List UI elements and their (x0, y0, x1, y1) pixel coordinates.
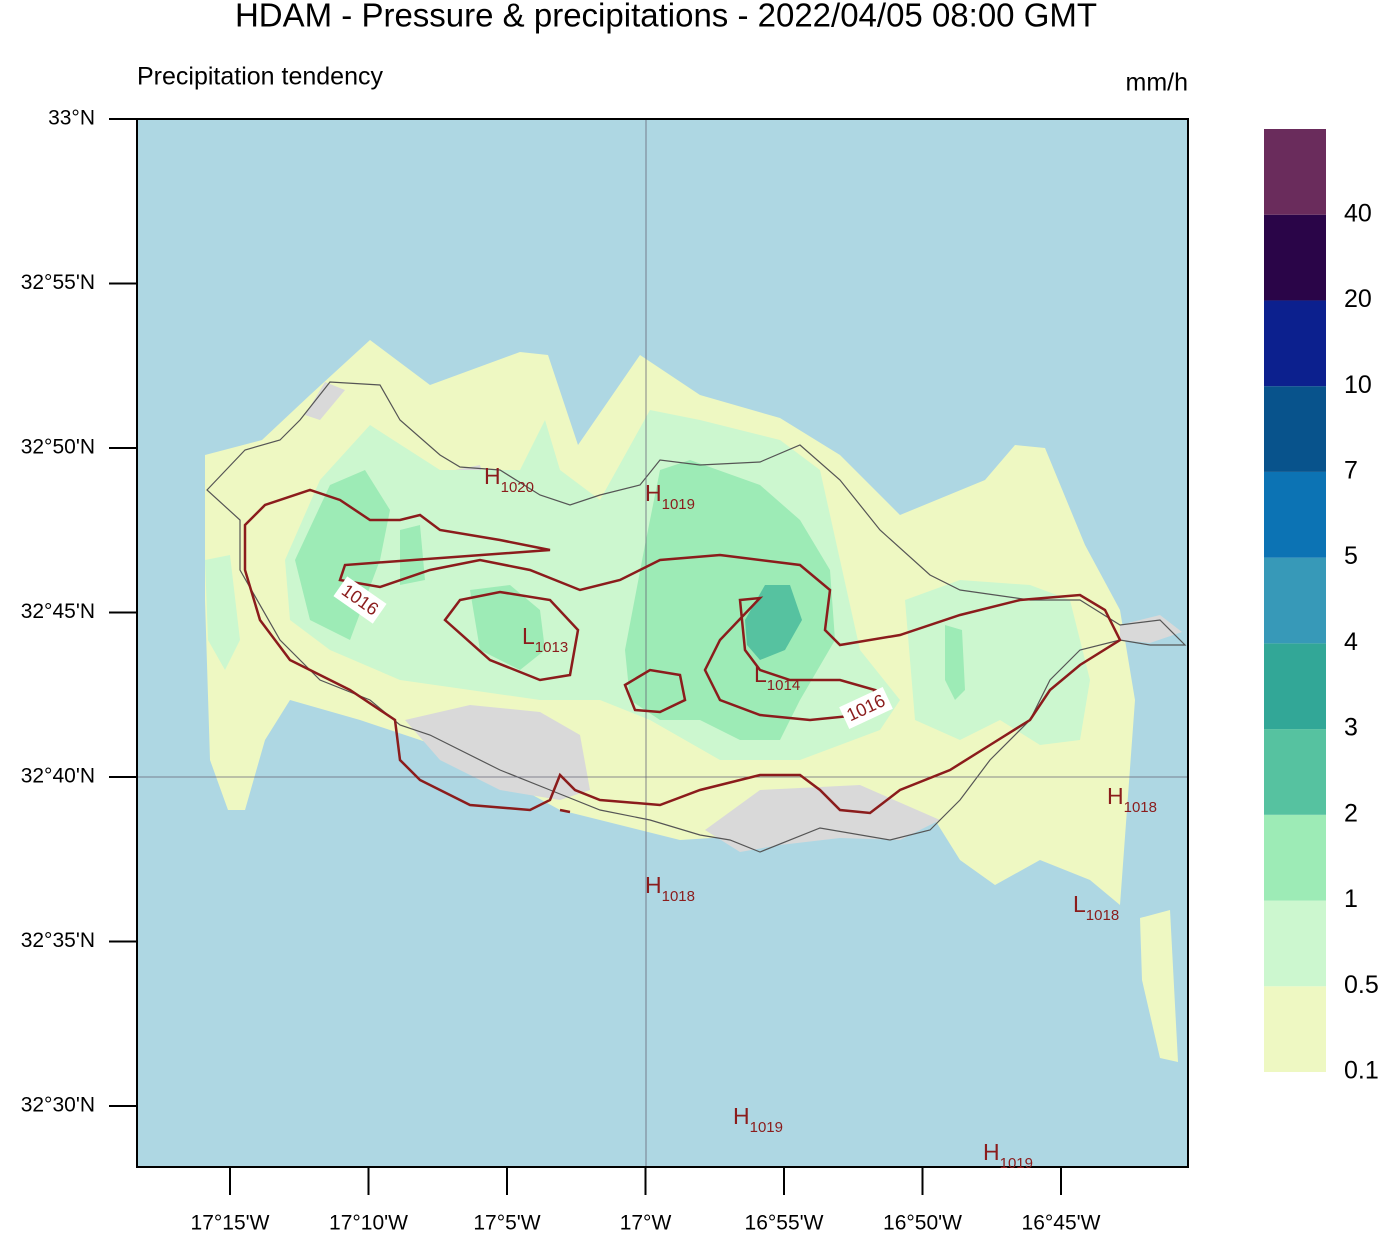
colorbar-swatch (1264, 386, 1326, 472)
pressure-value: 1018 (1086, 907, 1119, 924)
colorbar-label: 0.5 (1344, 971, 1379, 999)
map-frame (136, 118, 1189, 1168)
y-tick-label: 32°50'N (21, 436, 95, 459)
pressure-letter: H (1107, 783, 1124, 809)
precip-area (205, 555, 240, 670)
pressure-letter: L (522, 623, 535, 649)
y-tick-label: 32°40'N (21, 765, 95, 788)
y-tick-label: 32°45'N (21, 600, 95, 623)
pressure-center: H1019 (645, 480, 695, 513)
colorbar-label: 40 (1344, 199, 1372, 227)
x-tick-label: 16°45'W (1022, 1212, 1101, 1234)
label-background (333, 576, 387, 624)
colorbar-label: 7 (1344, 457, 1358, 485)
precip-area (1140, 910, 1178, 1062)
pressure-value: 1019 (750, 1119, 783, 1136)
colorbar-label: 1 (1344, 885, 1358, 913)
y-tick-label: 32°55'N (21, 271, 95, 294)
colorbar-swatch (1264, 557, 1326, 644)
pressure-center: H1019 (983, 1139, 1033, 1172)
colorbar-swatch (1264, 900, 1326, 987)
pressure-center: L1013 (522, 623, 568, 656)
precip-area (945, 625, 965, 700)
y-tick-label: 33°N (48, 107, 95, 130)
pressure-letter: L (1073, 891, 1086, 917)
isobar (623, 668, 687, 714)
pressure-value: 1020 (501, 479, 534, 496)
colorbar-swatch (1264, 300, 1326, 387)
pressure-value: 1018 (1124, 799, 1157, 816)
pressure-center: H1018 (1107, 783, 1157, 816)
precip-area (625, 460, 835, 740)
axes: 33°N 32°55'N 32°50'N 32°45'N 32°40'N 32°35'N 3… (21, 107, 1101, 1235)
pressure-value: 1014 (767, 677, 800, 694)
colorbar-label: 5 (1344, 542, 1358, 570)
label-background (839, 686, 893, 730)
land (705, 785, 940, 852)
isobar (703, 596, 877, 722)
x-tick-label: 17°W (620, 1212, 672, 1234)
pressure-center: H1018 (645, 872, 695, 905)
pressure-letter: H (645, 872, 662, 898)
pressure-value: 1013 (535, 639, 568, 656)
isobar (243, 488, 1122, 815)
coastline (206, 381, 1187, 853)
pressure-letter: H (733, 1103, 750, 1129)
colorbar: 0.1 0.5 1 2 3 4 5 7 10 20 40 (1264, 129, 1379, 1085)
y-tick-label: 32°30'N (21, 1094, 95, 1117)
pressure-center: H1020 (484, 463, 534, 496)
colorbar-swatch (1264, 214, 1326, 301)
pressure-letter: L (754, 661, 767, 687)
colorbar-swatch (1264, 129, 1326, 215)
x-tick-label: 17°15'W (191, 1212, 270, 1234)
colorbar-label: 2 (1344, 799, 1358, 827)
colorbar-swatch (1264, 729, 1326, 815)
pressure-center: L1018 (1073, 891, 1119, 924)
isobar (443, 590, 580, 682)
colorbar-swatch (1264, 986, 1326, 1072)
colorbar-label: 20 (1344, 285, 1372, 313)
pressure-centers: H1020 H1019 L1013 L1014 H1018 H1018 L101… (484, 463, 1157, 1172)
x-tick-label: 17°5'W (473, 1212, 540, 1234)
pressure-letter: H (983, 1139, 1000, 1165)
y-tick-label: 32°35'N (21, 929, 95, 952)
colorbar-label: 3 (1344, 714, 1358, 742)
map-area: 1016 1016 (136, 118, 1189, 1168)
colorbar-label: 4 (1344, 628, 1358, 656)
isobars (243, 488, 1122, 815)
pressure-value: 1019 (1000, 1155, 1033, 1172)
isobar (559, 808, 571, 814)
colorbar-swatch (1264, 643, 1326, 730)
colorbar-label: 10 (1344, 371, 1372, 399)
unit: mm/h (1126, 69, 1189, 97)
x-tick-label: 16°55'W (745, 1212, 824, 1234)
land (405, 705, 590, 800)
pressure-letter: H (645, 480, 662, 506)
precip-area (745, 585, 802, 660)
colorbar-swatch (1264, 814, 1326, 901)
x-tick-label: 16°50'W (883, 1212, 962, 1234)
colorbar-swatch (1264, 471, 1326, 558)
x-tick-label: 17°10'W (329, 1212, 408, 1234)
precip-area (295, 470, 545, 670)
title: HDAM - Pressure & precipitations - 2022/… (235, 0, 1097, 34)
pressure-center: H1019 (733, 1103, 783, 1136)
pressure-value: 1018 (662, 888, 695, 905)
pressure-value: 1019 (662, 496, 695, 513)
colorbar-label: 0.1 (1344, 1057, 1379, 1085)
pressure-letter: H (484, 463, 501, 489)
precip-area (905, 580, 1090, 745)
subtitle: Precipitation tendency (137, 63, 383, 91)
pressure-center: L1014 (754, 661, 800, 694)
